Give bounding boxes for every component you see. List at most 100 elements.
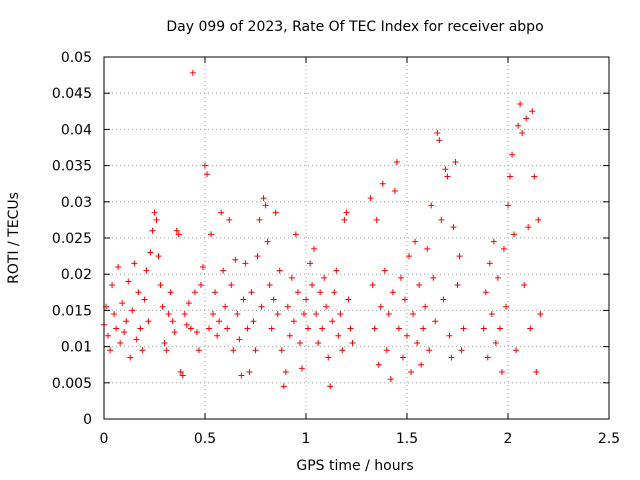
data-point bbox=[391, 187, 398, 194]
data-point bbox=[185, 300, 192, 307]
data-points bbox=[101, 69, 544, 390]
data-point bbox=[517, 101, 524, 108]
data-point bbox=[531, 173, 538, 180]
data-point bbox=[131, 260, 138, 267]
data-point bbox=[153, 216, 160, 223]
data-point bbox=[272, 209, 279, 216]
data-point bbox=[270, 296, 277, 303]
y-tick-label: 0.02 bbox=[61, 267, 92, 283]
data-point bbox=[222, 303, 229, 310]
data-point bbox=[254, 253, 261, 260]
data-point bbox=[292, 231, 299, 238]
data-point bbox=[454, 282, 461, 289]
data-point bbox=[450, 224, 457, 231]
data-point bbox=[179, 372, 186, 379]
data-point bbox=[311, 245, 318, 252]
data-point bbox=[139, 347, 146, 354]
data-point bbox=[498, 368, 505, 375]
data-point bbox=[145, 318, 152, 325]
data-point bbox=[377, 303, 384, 310]
data-point bbox=[228, 282, 235, 289]
data-point bbox=[422, 303, 429, 310]
data-point bbox=[488, 311, 495, 318]
data-point bbox=[537, 311, 544, 318]
data-point bbox=[303, 296, 309, 303]
data-point bbox=[210, 311, 217, 318]
data-point bbox=[482, 289, 489, 296]
data-point bbox=[191, 289, 198, 296]
data-point bbox=[149, 227, 156, 234]
data-point bbox=[525, 224, 532, 231]
data-point bbox=[490, 238, 497, 245]
data-point bbox=[274, 311, 281, 318]
data-point bbox=[446, 332, 453, 339]
data-point bbox=[369, 282, 376, 289]
data-point bbox=[284, 303, 291, 310]
data-point bbox=[309, 282, 316, 289]
data-point bbox=[335, 332, 342, 339]
data-point bbox=[161, 339, 168, 346]
data-point bbox=[258, 303, 265, 310]
data-point bbox=[323, 303, 330, 310]
data-point bbox=[399, 354, 406, 361]
data-point bbox=[381, 267, 388, 274]
data-point bbox=[349, 339, 356, 346]
data-point bbox=[442, 166, 449, 173]
data-point bbox=[171, 329, 178, 336]
data-point bbox=[444, 173, 451, 180]
data-point bbox=[232, 256, 239, 263]
data-point bbox=[313, 311, 320, 318]
data-point bbox=[375, 361, 382, 368]
y-tick-label: 0.04 bbox=[61, 122, 92, 138]
data-point bbox=[397, 274, 404, 281]
data-point bbox=[216, 318, 223, 325]
data-point bbox=[337, 311, 344, 318]
data-point bbox=[125, 278, 132, 285]
data-point bbox=[159, 303, 166, 310]
data-point bbox=[202, 162, 208, 169]
data-point bbox=[250, 318, 257, 325]
data-point bbox=[331, 289, 338, 296]
chart-title: Day 099 of 2023, Rate Of TEC Index for r… bbox=[166, 19, 543, 35]
data-point bbox=[529, 108, 536, 115]
data-point bbox=[343, 209, 350, 216]
data-point bbox=[208, 231, 215, 238]
data-point bbox=[189, 69, 196, 76]
data-point bbox=[278, 347, 285, 354]
data-point bbox=[300, 311, 307, 318]
y-tick-label: 0.05 bbox=[61, 50, 92, 66]
data-point bbox=[401, 296, 408, 303]
x-axis-label: GPS time / hours bbox=[296, 458, 413, 474]
data-point bbox=[329, 318, 336, 325]
data-point bbox=[319, 325, 326, 332]
data-point bbox=[387, 376, 394, 383]
data-point bbox=[226, 216, 233, 223]
y-tick-label: 0.005 bbox=[52, 376, 92, 392]
data-point bbox=[507, 173, 514, 180]
data-point bbox=[432, 318, 439, 325]
data-point bbox=[296, 339, 303, 346]
data-point bbox=[341, 216, 348, 223]
data-point bbox=[406, 253, 413, 260]
data-point bbox=[305, 325, 312, 332]
data-point bbox=[383, 347, 390, 354]
data-point bbox=[268, 325, 275, 332]
data-point bbox=[430, 274, 437, 281]
data-point bbox=[424, 245, 431, 252]
data-point bbox=[513, 347, 520, 354]
data-point bbox=[509, 151, 516, 158]
data-point bbox=[197, 282, 204, 289]
data-point bbox=[502, 303, 509, 310]
data-point bbox=[408, 368, 415, 375]
data-point bbox=[519, 130, 526, 137]
data-point bbox=[220, 267, 227, 274]
data-point bbox=[412, 238, 419, 245]
data-point bbox=[307, 260, 314, 267]
data-point bbox=[260, 195, 267, 202]
data-point bbox=[280, 383, 287, 390]
data-point bbox=[458, 347, 465, 354]
data-point bbox=[404, 332, 410, 339]
data-point bbox=[345, 296, 352, 303]
data-point bbox=[321, 274, 328, 281]
